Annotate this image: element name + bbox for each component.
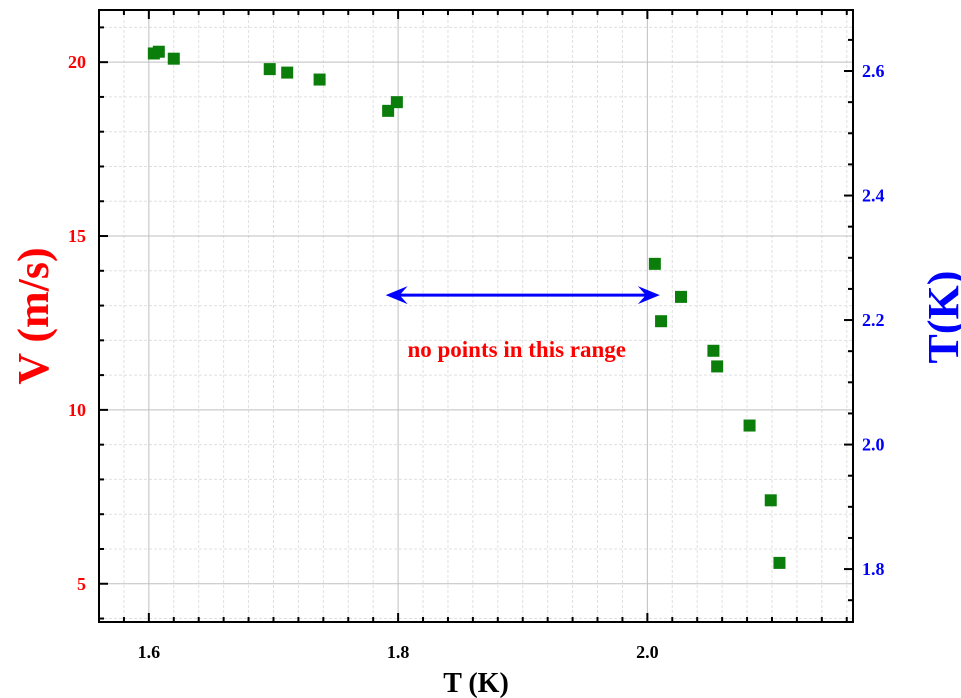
data-point	[743, 419, 756, 432]
data-point	[263, 63, 276, 76]
y-tick-label-right: 2.2	[862, 310, 885, 330]
data-point	[390, 96, 403, 109]
annotation-text: no points in this range	[407, 337, 626, 362]
tick-labels: 1.6 1.8 2.0 5 10 15 20 1.8 2.0 2.2 2.4 2.6	[68, 52, 885, 662]
y-axis-title-right: T(K)	[919, 271, 961, 364]
y-tick-label-left: 10	[68, 400, 86, 420]
y-tick-label-right: 2.4	[862, 186, 885, 206]
plot-frame	[98, 9, 854, 623]
x-tick-label: 2.0	[636, 642, 659, 662]
data-point	[711, 360, 724, 373]
data-point	[167, 52, 180, 65]
axis-ticks	[99, 10, 853, 622]
y-tick-label-left: 15	[68, 226, 86, 246]
data-point	[764, 494, 777, 507]
data-points	[147, 45, 786, 569]
data-point	[707, 344, 720, 357]
arrow-head-left	[385, 286, 408, 305]
y-axis-title-left: V (m/s)	[9, 247, 58, 384]
y-tick-label-right: 1.8	[862, 559, 885, 579]
y-tick-label-right: 2.6	[862, 61, 885, 81]
y-tick-label-left: 5	[77, 574, 86, 594]
data-point	[675, 290, 688, 303]
x-tick-label: 1.8	[387, 642, 410, 662]
x-axis-title: T (K)	[443, 668, 509, 698]
y-tick-label-right: 2.0	[862, 435, 885, 455]
minor-grid	[99, 10, 853, 622]
data-point	[281, 66, 294, 79]
data-point	[313, 73, 326, 86]
data-point	[648, 257, 661, 270]
y-tick-label-left: 20	[68, 52, 86, 72]
data-point	[655, 315, 668, 328]
major-grid	[99, 10, 853, 622]
range-arrow	[385, 286, 660, 305]
data-point	[152, 45, 165, 58]
x-tick-label: 1.6	[138, 642, 161, 662]
arrow-head-right	[637, 286, 660, 305]
data-point	[773, 556, 786, 569]
